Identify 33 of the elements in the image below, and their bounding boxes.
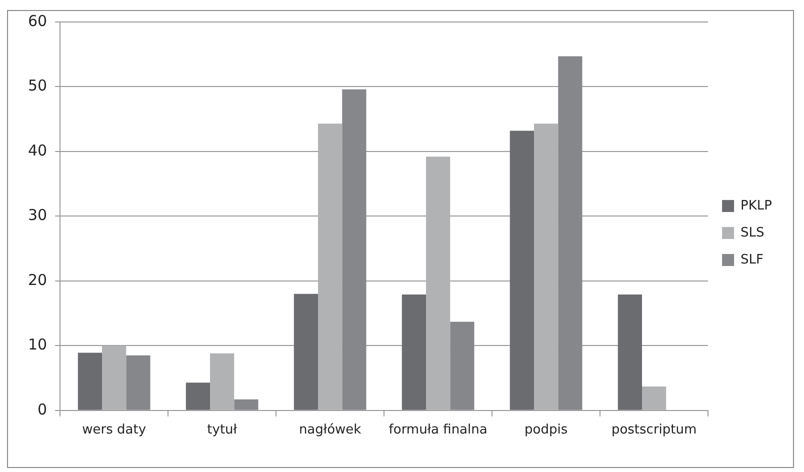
bar <box>510 130 534 410</box>
bar <box>126 355 150 410</box>
bar <box>642 386 666 410</box>
y-tick-label: 30 <box>28 206 48 224</box>
x-tick-label: formuła finalna <box>388 422 488 438</box>
bar <box>78 352 102 410</box>
x-tick-label: nagłówek <box>298 422 362 438</box>
bar <box>186 382 210 410</box>
x-tick-label: tytuł <box>207 422 238 438</box>
y-tick-label: 0 <box>38 400 48 418</box>
bar <box>102 346 126 410</box>
bar <box>210 353 234 410</box>
x-tick-label: wers daty <box>82 422 146 438</box>
bar <box>402 294 426 410</box>
bar <box>294 294 318 410</box>
bar <box>342 89 366 410</box>
bar <box>534 124 558 410</box>
legend-label: PKLP <box>740 198 772 214</box>
x-tick-label: podpis <box>524 422 568 438</box>
y-tick-label: 10 <box>28 336 48 354</box>
bar <box>318 124 342 410</box>
x-tick-label: postscriptum <box>611 422 697 438</box>
bar <box>618 294 642 410</box>
y-tick-label: 60 <box>28 12 48 30</box>
bar <box>450 322 474 410</box>
bar <box>426 156 450 410</box>
bar <box>234 399 258 410</box>
y-tick-label: 50 <box>28 76 48 95</box>
legend-label: SLF <box>740 252 764 268</box>
y-tick-label: 20 <box>28 270 48 289</box>
bar <box>558 56 582 410</box>
legend-label: SLS <box>740 225 764 240</box>
y-tick-label: 40 <box>28 141 48 160</box>
